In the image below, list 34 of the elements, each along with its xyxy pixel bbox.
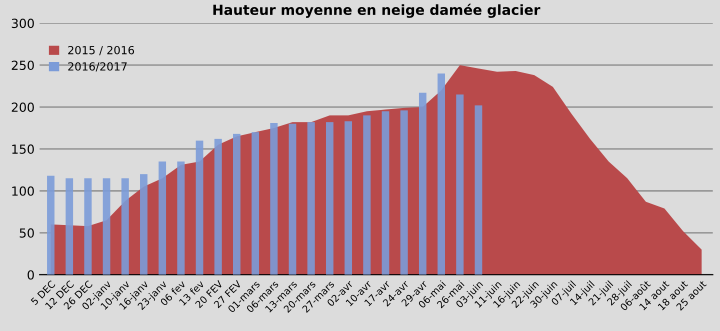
bar <box>121 178 129 275</box>
bar <box>270 122 278 275</box>
bar <box>382 111 390 275</box>
y-tick-label: 300 <box>12 18 34 28</box>
bar <box>438 73 446 275</box>
bar <box>66 178 74 275</box>
bar <box>307 122 315 275</box>
bar <box>102 178 110 275</box>
bar <box>196 140 204 275</box>
legend-label: 2016/2017 <box>68 62 127 72</box>
y-tick-label: 200 <box>12 102 34 112</box>
bar <box>252 132 260 275</box>
bar <box>47 176 54 275</box>
y-tick-label: 250 <box>12 60 34 70</box>
bar <box>214 138 222 275</box>
y-tick-label: 50 <box>20 228 34 238</box>
bar <box>177 162 185 275</box>
legend-label: 2015 / 2016 <box>68 46 134 56</box>
bar <box>326 122 334 275</box>
y-tick-label: 0 <box>28 270 34 280</box>
bar <box>288 124 296 275</box>
bar <box>140 174 148 275</box>
bar <box>400 110 408 275</box>
y-tick-label: 100 <box>12 186 34 196</box>
chart-title: Hauteur moyenne en neige damée glacier <box>213 4 540 18</box>
bar <box>233 134 240 275</box>
bar <box>418 92 426 275</box>
bar <box>456 94 464 275</box>
y-tick-label: 150 <box>12 144 34 154</box>
bar <box>84 178 92 275</box>
bar <box>363 115 371 275</box>
bar <box>344 121 352 275</box>
bar <box>158 162 166 275</box>
bar <box>474 105 482 275</box>
